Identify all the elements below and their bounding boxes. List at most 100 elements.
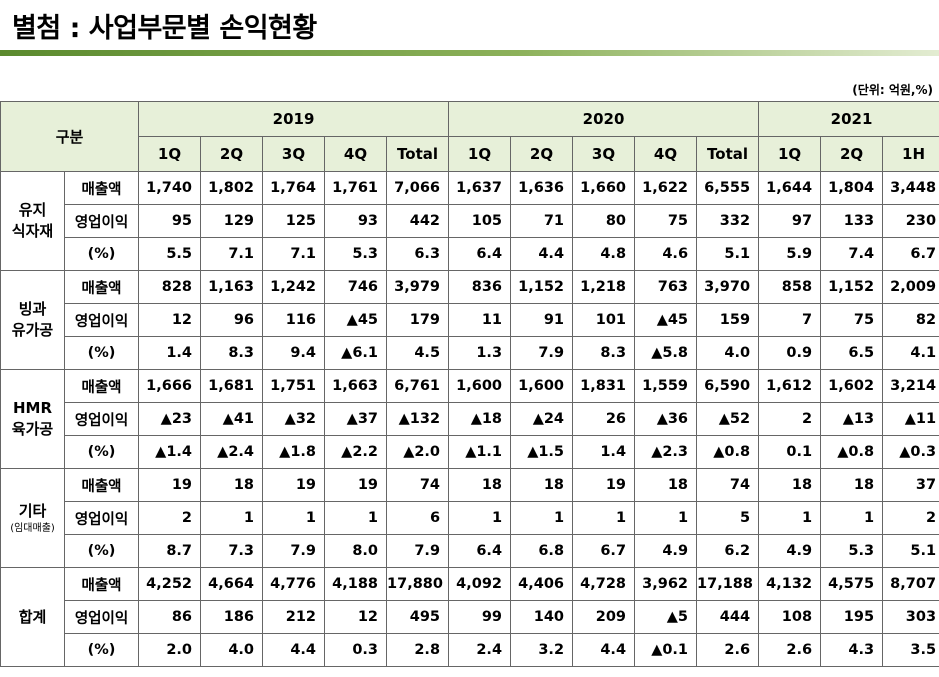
value-cell: 6.4 [448,237,512,271]
value-cell: ▲1.8 [262,435,326,469]
value-cell: 19 [324,468,388,502]
value-cell: 3,962 [634,567,698,601]
value-cell: 4.5 [386,336,450,370]
table-row: (%) 5.5 7.1 7.1 5.3 6.3 6.4 4.4 4.8 4.6 5.1 5.9 7.4 6… [1,237,939,271]
value-cell: 4,776 [262,567,326,601]
value-cell: 1,831 [572,369,636,403]
period-header: 2Q [820,136,884,172]
value-cell: 1,666 [138,369,202,403]
year-header: 2020 [448,101,760,137]
value-cell: 2 [882,501,939,535]
value-cell: 1 [262,501,326,535]
value-cell: 4.9 [758,534,822,568]
value-cell: 4,092 [448,567,512,601]
value-cell: 101 [572,303,636,337]
metric-label: (%) [63,336,140,370]
value-cell: 75 [820,303,884,337]
value-cell: 5.5 [138,237,202,271]
header-gubun: 구분 [0,101,140,172]
value-cell: ▲45 [324,303,388,337]
metric-label: 매출액 [63,468,140,502]
segment-name-line: 유지 [18,201,47,219]
metric-label: (%) [63,237,140,271]
value-cell: ▲52 [696,402,760,436]
value-cell: 12 [138,303,202,337]
period-header: 4Q [634,136,698,172]
value-cell: 1 [634,501,698,535]
value-cell: 9.4 [262,336,326,370]
segment-name-line: 기타 [18,501,47,520]
value-cell: 8,707 [882,567,939,601]
value-cell: 4.0 [696,336,760,370]
value-cell: 1,764 [262,171,326,205]
value-cell: 6.5 [820,336,884,370]
value-cell: 4.4 [262,633,326,667]
value-cell: 828 [138,270,202,304]
value-cell: 0.3 [324,633,388,667]
segment-name: 기타 (임대매출) [0,468,65,568]
value-cell: 6 [386,501,450,535]
value-cell: 11 [448,303,512,337]
value-cell: 91 [510,303,574,337]
value-cell: 1,681 [200,369,264,403]
period-header: Total [696,136,760,172]
value-cell: 8.3 [200,336,264,370]
period-header: 3Q [572,136,636,172]
period-header: 1Q [448,136,512,172]
value-cell: 18 [634,468,698,502]
value-cell: 3.5 [882,633,939,667]
value-cell: 7.4 [820,237,884,271]
table-row: 영업이익 ▲23 ▲41 ▲32 ▲37 ▲132 ▲18 ▲24 26 ▲36 ▲52 2 ▲13 ▲1… [1,402,939,436]
value-cell: 763 [634,270,698,304]
value-cell: 7.3 [200,534,264,568]
value-cell: 6,555 [696,171,760,205]
table-row: 영업이익 2 1 1 1 6 1 1 1 1 5 1 1 2 [1,501,939,535]
value-cell: 1,218 [572,270,636,304]
period-header: 3Q [262,136,326,172]
value-cell: 4,188 [324,567,388,601]
value-cell: 1,663 [324,369,388,403]
value-cell: 303 [882,600,939,634]
value-cell: ▲32 [262,402,326,436]
table-row: 빙과 유가공 매출액 828 1,163 1,242 746 3,979 836 1,152 1,2… [0,270,939,370]
value-cell: 1,163 [200,270,264,304]
table-row: HMR 육가공 매출액 1,666 1,681 1,751 1,663 6,761 1,600 1… [0,369,939,469]
value-cell: 212 [262,600,326,634]
value-cell: ▲23 [138,402,202,436]
value-cell: 6,590 [696,369,760,403]
value-cell: 4,132 [758,567,822,601]
value-cell: ▲13 [820,402,884,436]
value-cell: 1 [448,501,512,535]
value-cell: 4,664 [200,567,264,601]
value-cell: 6.7 [882,237,939,271]
period-header: 2Q [200,136,264,172]
value-cell: 1.3 [448,336,512,370]
value-cell: 1,644 [758,171,822,205]
value-cell: 2.6 [758,633,822,667]
segment-subname: (임대매출) [10,522,55,534]
metric-label: 영업이익 [63,303,140,337]
value-cell: ▲45 [634,303,698,337]
metric-label: (%) [63,633,140,667]
value-cell: 1 [820,501,884,535]
segment-name: 빙과 유가공 [0,270,65,370]
value-cell: 3,214 [882,369,939,403]
page-title: 별첨 : 사업부문별 손익현황 [12,13,317,44]
value-cell: 7.9 [386,534,450,568]
value-cell: 1,802 [200,171,264,205]
value-cell: 133 [820,204,884,238]
value-cell: 1,740 [138,171,202,205]
value-cell: 1,600 [448,369,512,403]
period-header: Total [386,136,450,172]
value-cell: 6.7 [572,534,636,568]
value-cell: 444 [696,600,760,634]
value-cell: 4,252 [138,567,202,601]
value-cell: 80 [572,204,636,238]
value-cell: 1 [758,501,822,535]
metric-label: 영업이익 [63,204,140,238]
value-cell: 2.8 [386,633,450,667]
value-cell: 442 [386,204,450,238]
value-cell: ▲6.1 [324,336,388,370]
value-cell: 1,559 [634,369,698,403]
value-cell: 3,970 [696,270,760,304]
